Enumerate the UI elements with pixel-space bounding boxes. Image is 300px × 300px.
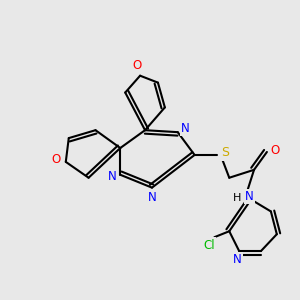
Text: O: O (270, 143, 280, 157)
Text: O: O (133, 59, 142, 72)
Text: N: N (181, 122, 190, 135)
Text: S: S (221, 146, 229, 160)
Text: N: N (245, 190, 254, 203)
Text: N: N (148, 191, 156, 204)
Text: N: N (233, 254, 242, 266)
Text: H: H (233, 193, 242, 202)
Text: Cl: Cl (204, 238, 215, 252)
Text: O: O (51, 153, 61, 167)
Text: N: N (108, 170, 117, 183)
